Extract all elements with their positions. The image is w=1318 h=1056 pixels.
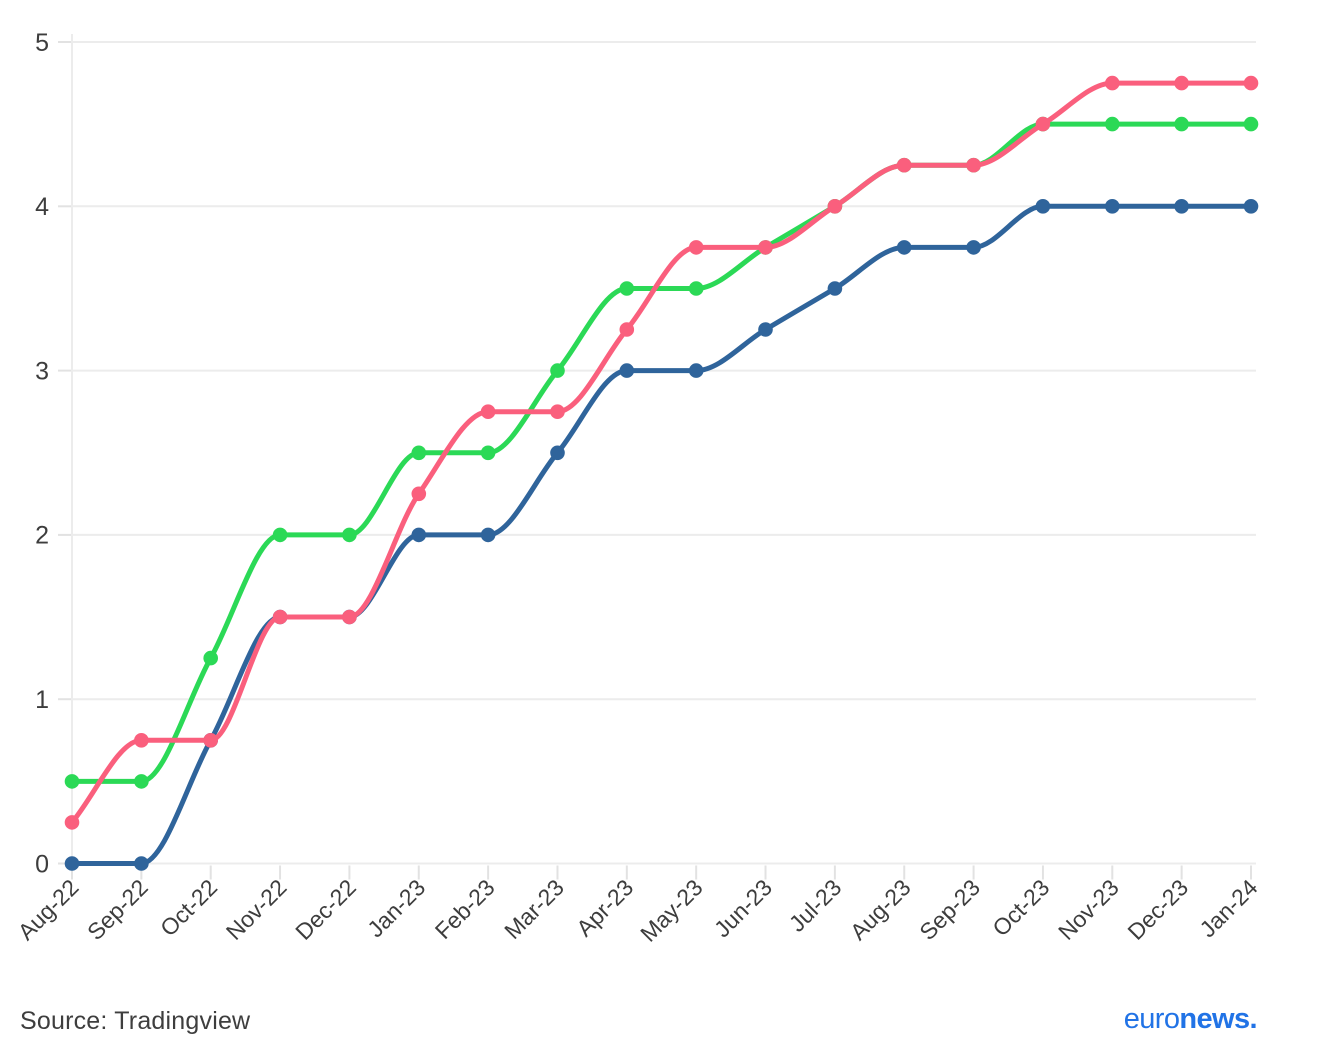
blue-line-point — [619, 363, 635, 378]
pink-line-point — [1174, 75, 1189, 91]
pink-line-point — [619, 322, 635, 337]
green-line-point — [1174, 116, 1189, 132]
euronews-logo-dot: . — [1249, 1003, 1258, 1035]
y-axis-label: 0 — [35, 850, 49, 878]
x-axis-label: Nov-23 — [1053, 874, 1124, 945]
x-axis-label: Jan-23 — [362, 874, 430, 942]
pink-line-point — [896, 157, 912, 173]
blue-line-point — [827, 281, 843, 296]
x-axis-label: Sep-22 — [82, 874, 153, 945]
x-axis-label-group: Aug-23 — [845, 874, 916, 945]
blue-line-point — [1243, 199, 1259, 214]
x-axis-label-group: Jun-23 — [709, 874, 777, 942]
pink-line-point — [134, 733, 149, 748]
pink-line-point — [966, 157, 981, 173]
blue-line-point — [64, 856, 80, 871]
green-line-point — [203, 650, 218, 666]
pink-line-point — [411, 486, 427, 502]
pink-line-point — [342, 609, 357, 625]
green-line-point — [272, 527, 288, 543]
y-axis-label: 3 — [35, 357, 49, 385]
x-axis-label-group: Nov-23 — [1053, 874, 1124, 945]
x-axis-label: Aug-23 — [845, 874, 916, 945]
euronews-logo-news: news — [1179, 1003, 1250, 1035]
x-axis-label-group: Jul-23 — [784, 874, 847, 937]
green-line-point — [411, 445, 427, 461]
x-axis-label-group: Sep-23 — [914, 874, 985, 945]
x-axis-label: Mar-23 — [499, 874, 569, 944]
x-axis-label: Apr-23 — [571, 874, 638, 941]
y-axis-label: 5 — [35, 29, 49, 57]
blue-line-point — [1035, 199, 1051, 214]
blue-line-point — [1105, 199, 1120, 214]
y-axis-label: 2 — [35, 522, 49, 550]
y-axis-label: 4 — [35, 193, 49, 221]
pink-line-point — [480, 404, 496, 420]
pink-line-point — [827, 199, 843, 214]
x-axis-label-group: Apr-23 — [571, 874, 638, 941]
euronews-logo-euro: euro — [1123, 1003, 1180, 1035]
blue-line-point — [758, 322, 773, 337]
x-axis-label: Jul-23 — [784, 874, 847, 937]
blue-line-point — [688, 363, 704, 378]
x-axis-label: May-23 — [635, 874, 708, 947]
green-line-point — [619, 281, 635, 296]
green-line-point — [480, 445, 496, 461]
y-axis-label: 1 — [35, 686, 49, 714]
green-line — [69, 121, 1254, 784]
x-axis-label-group: Mar-23 — [499, 874, 569, 944]
blue-line-point — [411, 527, 427, 543]
x-axis-label: Oct-23 — [987, 874, 1054, 941]
x-axis-label-group: May-23 — [635, 874, 708, 947]
x-axis-label: Jan-24 — [1194, 874, 1262, 942]
blue-line-point — [966, 240, 981, 255]
x-axis-label: Feb-23 — [430, 874, 500, 944]
x-axis-label-group: Aug-22 — [13, 874, 84, 945]
blue-line-point — [896, 240, 912, 255]
blue-line-point — [134, 856, 149, 871]
green-line-point — [1243, 116, 1259, 132]
pink-line — [69, 80, 1254, 825]
x-axis-label: Jun-23 — [709, 874, 777, 942]
green-line-point — [134, 774, 149, 789]
x-axis-label-group: Oct-22 — [155, 874, 222, 941]
pink-line-point — [758, 240, 773, 255]
blue-line-point — [1174, 199, 1189, 214]
pink-line-point — [1243, 75, 1259, 91]
x-axis-label-group: Jan-23 — [362, 874, 430, 942]
x-axis-label: Dec-23 — [1122, 874, 1193, 945]
pink-line-point — [64, 815, 80, 830]
pink-line-point — [688, 240, 704, 255]
source-credit: Source: Tradingview — [20, 1007, 251, 1035]
x-axis-label: Nov-22 — [221, 874, 292, 945]
x-axis-label-group: Dec-22 — [290, 874, 361, 945]
x-axis-label-group: Oct-23 — [987, 874, 1054, 941]
blue-line-point — [550, 445, 565, 461]
green-line-point — [688, 281, 704, 296]
x-axis-label: Sep-23 — [914, 874, 985, 945]
green-line-point — [64, 774, 80, 789]
pink-line-point — [1105, 75, 1120, 91]
green-line-point — [1105, 116, 1120, 132]
x-axis-label-group: Jan-24 — [1194, 874, 1262, 942]
x-axis-label: Aug-22 — [13, 874, 84, 945]
x-axis-label: Dec-22 — [290, 874, 361, 945]
pink-line-point — [550, 404, 565, 420]
blue-line-point — [480, 527, 496, 543]
x-axis-label-group: Dec-23 — [1122, 874, 1193, 945]
x-axis-label-group: Feb-23 — [430, 874, 500, 944]
x-axis-label-group: Nov-22 — [221, 874, 292, 945]
x-axis-label-group: Sep-22 — [82, 874, 153, 945]
green-line-point — [550, 363, 565, 378]
green-line-point — [342, 527, 357, 543]
x-axis-label: Oct-22 — [155, 874, 222, 941]
pink-line-point — [1035, 116, 1051, 132]
pink-line-point — [272, 609, 288, 625]
pink-line-point — [203, 733, 218, 748]
euronews-logo: euronews. — [1123, 1003, 1258, 1035]
